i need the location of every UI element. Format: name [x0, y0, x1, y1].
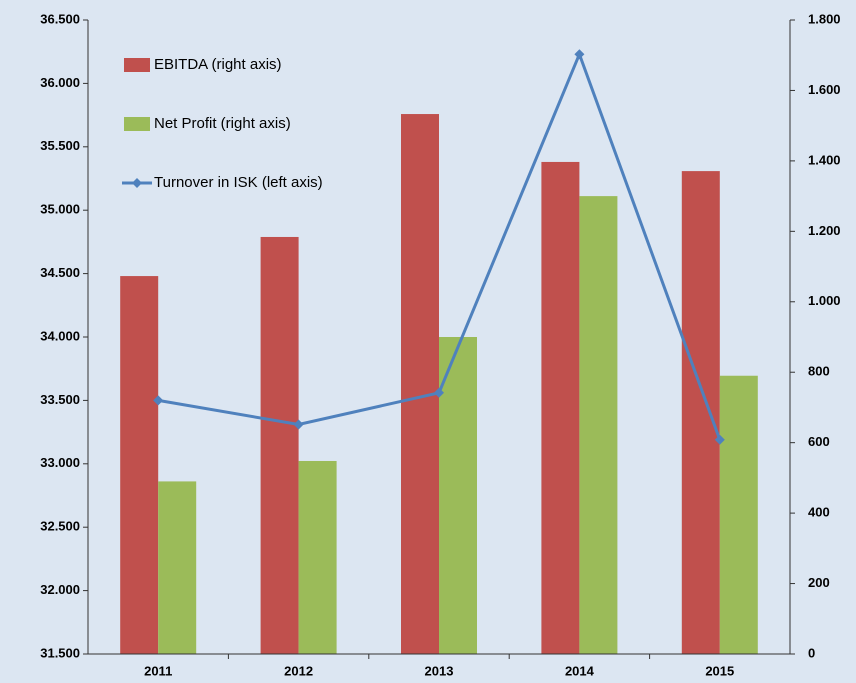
bar: [260, 236, 299, 655]
marker: [153, 395, 164, 406]
legend-swatch: [124, 58, 150, 72]
legend-label: Net Profit (right axis): [154, 115, 291, 132]
y-tick-label: 32.000: [40, 582, 80, 597]
bar: [541, 161, 580, 654]
x-tick-label: 2013: [425, 663, 454, 678]
y2-tick-label: 1.600: [808, 82, 841, 97]
bar: [401, 114, 439, 654]
y2-tick-label: 0: [808, 645, 815, 660]
bar: [579, 196, 618, 654]
y2-tick-label: 1.200: [808, 223, 841, 238]
bar: [158, 481, 197, 654]
y2-tick-label: 1.400: [808, 152, 841, 167]
y-tick-label: 33.000: [40, 455, 80, 470]
legend-swatch: [124, 117, 150, 131]
marker: [574, 49, 585, 60]
x-tick-label: 2012: [284, 663, 313, 678]
marker: [714, 434, 725, 445]
y-tick-label: 31.500: [40, 645, 80, 660]
bar: [681, 171, 720, 654]
y2-tick-label: 200: [808, 575, 830, 590]
y-tick-label: 32.500: [40, 519, 80, 534]
y2-tick-label: 1.800: [808, 11, 841, 26]
x-tick-label: 2015: [705, 663, 734, 678]
bar: [439, 337, 477, 654]
y2-tick-label: 600: [808, 434, 830, 449]
y-tick-label: 35.000: [40, 202, 80, 217]
y-tick-label: 36.500: [40, 11, 80, 26]
y2-tick-label: 800: [808, 364, 830, 379]
y-tick-label: 34.500: [40, 265, 80, 280]
legend-label: Turnover in ISK (left axis): [154, 174, 323, 191]
bar: [298, 460, 337, 654]
x-tick-label: 2014: [565, 663, 595, 678]
y2-tick-label: 1.000: [808, 293, 841, 308]
y-tick-label: 35.500: [40, 138, 80, 153]
marker: [293, 419, 304, 430]
legend-label: EBITDA (right axis): [154, 56, 282, 73]
y-tick-label: 33.500: [40, 392, 80, 407]
bar: [120, 276, 159, 654]
y-tick-label: 36.000: [40, 75, 80, 90]
legend-marker: [132, 178, 142, 188]
y2-tick-label: 400: [808, 505, 830, 520]
bar: [719, 375, 758, 654]
x-tick-label: 2011: [144, 663, 172, 678]
y-tick-label: 34.000: [40, 328, 80, 343]
marker: [434, 387, 444, 398]
